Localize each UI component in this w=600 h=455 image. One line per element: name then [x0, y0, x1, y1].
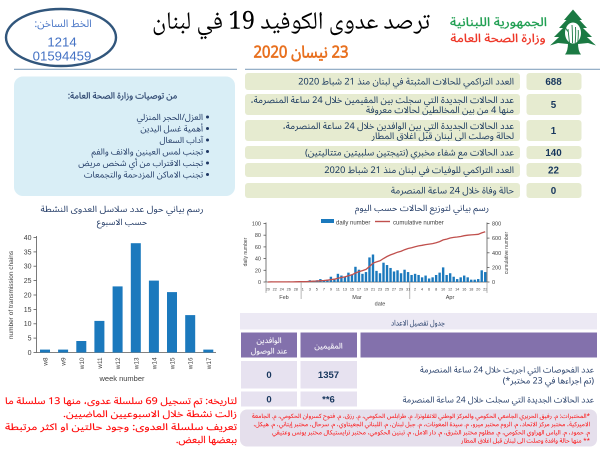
svg-text:16: 16 — [462, 288, 466, 292]
svg-text:14: 14 — [455, 288, 459, 292]
svg-text:22: 22 — [483, 288, 487, 292]
svg-text:18: 18 — [469, 288, 473, 292]
svg-text:5: 5 — [316, 288, 318, 292]
svg-text:13: 13 — [343, 288, 347, 292]
svg-text:100: 100 — [252, 222, 261, 228]
svg-text:22: 22 — [273, 288, 277, 292]
svg-text:**6: **6 — [322, 395, 335, 406]
svg-text:40: 40 — [24, 235, 32, 242]
svg-text:10: 10 — [441, 288, 445, 292]
svg-text:Mar: Mar — [352, 295, 362, 301]
svg-text:0: 0 — [258, 280, 261, 286]
svg-text:0: 0 — [492, 280, 495, 286]
svg-text:8: 8 — [435, 288, 437, 292]
svg-text:daily number: daily number — [336, 221, 370, 227]
svg-text:number of transmission chains: number of transmission chains — [8, 250, 15, 339]
svg-text:3: 3 — [309, 288, 311, 292]
svg-text:w16: w16 — [188, 357, 195, 370]
svg-text:20: 20 — [476, 288, 480, 292]
svg-text:30: 30 — [24, 264, 32, 271]
svg-text:4: 4 — [421, 288, 423, 292]
svg-text:0: 0 — [28, 350, 32, 357]
svg-text:week number: week number — [98, 374, 145, 383]
svg-text:19: 19 — [364, 288, 368, 292]
svg-text:27: 27 — [392, 288, 396, 292]
svg-text:w12: w12 — [115, 357, 122, 370]
svg-text:1: 1 — [551, 126, 557, 137]
svg-text:24: 24 — [280, 288, 284, 292]
svg-text:2: 2 — [414, 288, 416, 292]
svg-text:0: 0 — [551, 186, 557, 197]
svg-text:17: 17 — [357, 288, 361, 292]
svg-text:9: 9 — [330, 288, 332, 292]
svg-text:80: 80 — [255, 233, 261, 239]
svg-text:25: 25 — [24, 278, 32, 285]
svg-text:10: 10 — [24, 321, 32, 328]
svg-text:w10: w10 — [79, 357, 86, 370]
svg-text:1214: 1214 — [47, 35, 76, 50]
svg-text:1357: 1357 — [318, 370, 339, 381]
svg-text:w8: w8 — [43, 357, 50, 367]
svg-text:Apr: Apr — [446, 295, 455, 301]
svg-text:600: 600 — [492, 236, 501, 242]
svg-text:20: 20 — [266, 288, 270, 292]
svg-text:20: 20 — [24, 292, 32, 299]
svg-text:31: 31 — [406, 288, 410, 292]
svg-text:date: date — [375, 302, 386, 308]
svg-text:w9: w9 — [61, 357, 68, 367]
svg-text:cumulative number: cumulative number — [393, 221, 444, 227]
svg-text:15: 15 — [350, 288, 354, 292]
svg-text:daily number: daily number — [243, 237, 249, 266]
svg-text:22: 22 — [548, 166, 559, 177]
svg-text:60: 60 — [255, 245, 261, 251]
svg-text:6: 6 — [428, 288, 430, 292]
svg-text:140: 140 — [545, 148, 562, 159]
svg-text:40: 40 — [255, 257, 261, 263]
svg-text:11: 11 — [336, 288, 340, 292]
svg-text:688: 688 — [545, 77, 562, 88]
svg-text:Feb: Feb — [279, 295, 288, 301]
svg-text:0: 0 — [266, 395, 271, 406]
svg-text:12: 12 — [448, 288, 452, 292]
svg-text:26: 26 — [287, 288, 291, 292]
svg-text:w11: w11 — [97, 357, 104, 370]
svg-text:21: 21 — [371, 288, 375, 292]
svg-text:20: 20 — [255, 268, 261, 274]
svg-text:800: 800 — [492, 222, 501, 228]
svg-text:w14: w14 — [151, 357, 158, 370]
svg-text:5: 5 — [28, 336, 32, 343]
svg-text:29: 29 — [399, 288, 403, 292]
svg-text:200: 200 — [492, 265, 501, 271]
svg-text:w17: w17 — [206, 357, 213, 370]
svg-text:01594459: 01594459 — [33, 49, 92, 64]
svg-text:23: 23 — [378, 288, 382, 292]
svg-text:1: 1 — [302, 288, 304, 292]
svg-text:0: 0 — [266, 370, 271, 381]
svg-text:5: 5 — [551, 100, 557, 111]
svg-text:7: 7 — [323, 288, 325, 292]
svg-text:cumulative number: cumulative number — [504, 232, 510, 275]
svg-text:35: 35 — [24, 249, 32, 256]
svg-text:400: 400 — [492, 251, 501, 257]
svg-text:15: 15 — [24, 307, 32, 314]
svg-text:w15: w15 — [170, 357, 177, 370]
svg-text:w13: w13 — [133, 357, 140, 370]
svg-text:28: 28 — [294, 288, 298, 292]
svg-text:25: 25 — [385, 288, 389, 292]
